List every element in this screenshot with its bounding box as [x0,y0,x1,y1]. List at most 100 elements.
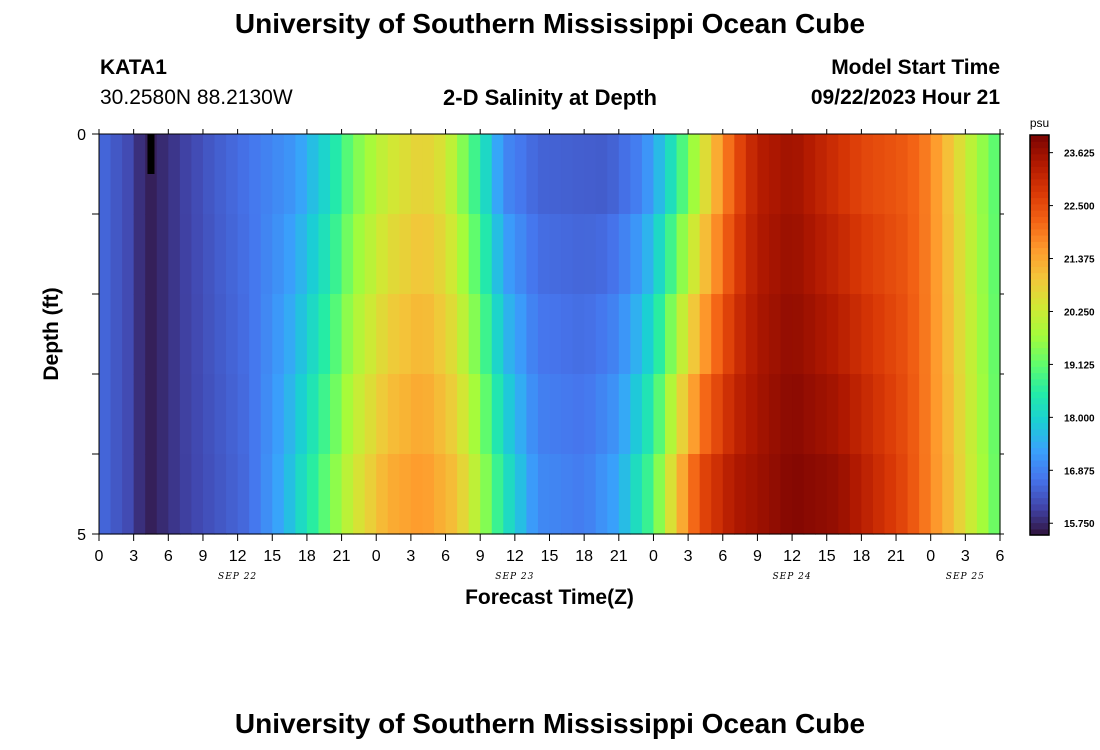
colorbar-segment [1030,497,1049,505]
colorbar-segment [1030,491,1049,499]
heatmap-cell [295,374,308,455]
heatmap-cell [734,134,747,215]
heatmap-cell [318,134,331,215]
heatmap-cell [122,454,135,535]
heatmap-cell [953,374,966,455]
heatmap-cell [468,134,481,215]
heatmap-cell [757,454,770,535]
heatmap-cell [526,134,539,215]
model-start-time: 09/22/2023 Hour 21 [810,86,1000,109]
heatmap-cell [179,134,193,215]
heatmap-cell [792,134,805,215]
heatmap-cell [584,294,597,375]
heatmap-cell [410,374,424,455]
heatmap-cell [734,214,747,295]
heatmap-cell [503,134,516,215]
colorbar-segment [1030,478,1049,486]
heatmap-cell [849,294,862,375]
colorbar-segment [1030,253,1049,261]
heatmap-cell [179,374,193,455]
heatmap-cell [306,374,320,455]
colorbar-segment [1030,472,1049,480]
heatmap-cell [249,374,262,455]
heatmap-cell [249,454,262,535]
colorbar-segment [1030,203,1049,211]
heatmap-cell [919,214,932,295]
heatmap-cell [803,134,816,215]
heatmap-cell [226,134,239,215]
x-tick-label: 21 [887,548,905,565]
heatmap-cell [202,294,216,375]
heatmap-cell [919,134,932,215]
heatmap-cell [491,374,504,455]
heatmap-cell [145,374,158,455]
heatmap-cell [526,214,539,295]
heatmap-cell [838,374,851,455]
heatmap-cell [133,214,146,295]
heatmap-cell [699,134,712,215]
colorbar-segment [1030,453,1049,461]
heatmap-cell [145,454,158,535]
station-coordinates: 30.2580N 88.2130W [100,86,293,109]
heatmap-cell [792,454,805,535]
heatmap-cell [514,374,527,455]
heatmap-cell [168,454,181,535]
heatmap-cell [191,374,204,455]
heatmap-cell [792,294,805,375]
heatmap-cell [595,454,608,535]
heatmap-cell [318,294,331,375]
heatmap-cell [318,454,331,535]
heatmap-cell [699,454,712,535]
colorbar-segment [1030,460,1049,467]
heatmap-cell [653,454,666,535]
x-tick-label: 12 [506,548,524,565]
colorbar-segment [1030,291,1049,299]
heatmap-cell [815,454,828,535]
x-tick-label: 21 [610,548,628,565]
heatmap-cell [722,374,735,455]
heatmap-cell [330,374,343,455]
heatmap-cell [480,134,493,215]
heatmap-cell [757,294,770,375]
heatmap-cell [376,374,389,455]
colorbar-segment [1030,216,1049,224]
heatmap-cell [226,294,239,375]
heatmap-cell [514,134,527,215]
colorbar-tick-label: 16.875 [1064,466,1095,477]
heatmap-cell [110,374,123,455]
heatmap-cell [457,294,470,375]
colorbar-segment [1030,185,1049,192]
heatmap-cell [376,294,389,375]
heatmap-cell [561,294,574,375]
heatmap-cell [919,454,932,535]
heatmap-cell [376,214,389,295]
heatmap-cell [849,374,862,455]
heatmap-cell [676,454,689,535]
heatmap-cell [145,214,158,295]
heatmap-cell [341,214,354,295]
heatmap-cell [607,294,620,375]
colorbar-tick-label: 23.625 [1064,149,1095,160]
heatmap-cell [976,214,990,295]
heatmap-cell [930,214,943,295]
heatmap-cell [110,134,123,215]
heatmap-cell [422,134,435,215]
heatmap-cell [353,214,366,295]
heatmap-cell [826,134,839,215]
heatmap-cell [896,134,909,215]
colorbar-segment [1030,153,1049,161]
heatmap-cell [503,374,516,455]
heatmap-cell [665,454,678,535]
heatmap-cell [99,214,112,295]
heatmap-cell [861,294,874,375]
heatmap-cell [226,374,239,455]
colorbar-segment [1030,360,1049,367]
heatmap-cell [133,454,146,535]
heatmap-cell [688,134,701,215]
heatmap-cell [976,134,990,215]
heatmap-cell [849,454,862,535]
heatmap-cell [942,454,955,535]
heatmap-cell [826,294,839,375]
heatmap-cell [792,374,805,455]
